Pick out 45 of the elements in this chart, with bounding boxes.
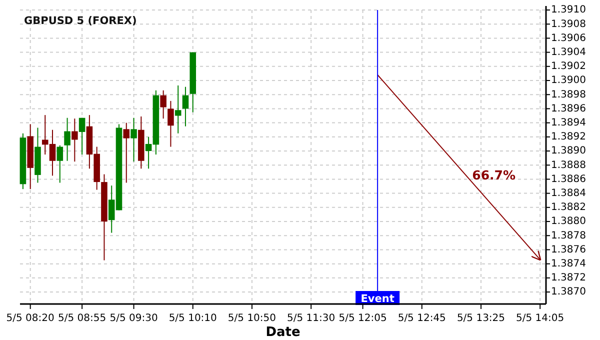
x-tick-label: 5/5 12:45 [398, 313, 446, 324]
text: GBPUSD 5 (FOREX) [24, 15, 137, 27]
candlestick [168, 100, 174, 148]
candlestick [160, 90, 166, 120]
y-tick-label: 1.3908 [551, 18, 586, 30]
y-tick-label: 1.3880 [551, 216, 586, 228]
candlestick [182, 86, 189, 127]
y-tick-label: 1.3876 [551, 244, 586, 256]
annotation: 66.7% [472, 167, 516, 182]
y-tick-label: 1.3870 [551, 286, 586, 298]
y-tick-label: 1.3910 [551, 4, 586, 16]
candlestick [130, 117, 137, 162]
y-tick-label: 1.3878 [551, 230, 586, 242]
x-tick-label: 5/5 09:30 [110, 313, 158, 324]
x-tick-label: 5/5 08:55 [58, 313, 106, 324]
y-tick-label: 1.3888 [551, 160, 586, 171]
y-tick-label: 1.3906 [551, 32, 586, 44]
y-tick-label: 1.3886 [551, 174, 586, 185]
x-axis-title: Date [266, 325, 300, 340]
y-tick-label: 1.3874 [551, 258, 586, 270]
y-tick-label: 1.3894 [551, 118, 586, 129]
y-tick-label: 1.3882 [551, 202, 586, 214]
y-tick-label: 1.3904 [551, 47, 586, 58]
y-tick-label: 1.3884 [551, 188, 586, 200]
x-tick-label: 5/5 12:05 [338, 313, 387, 324]
y-tick-label: 1.3890 [551, 146, 586, 157]
y-tick-label: 1.3900 [551, 75, 586, 86]
candlestick [64, 117, 70, 162]
candlestick [174, 84, 182, 134]
candlestick [78, 117, 86, 156]
y-tick-label: 1.3902 [551, 61, 586, 72]
y-tick-label: 1.3896 [551, 103, 586, 114]
y-tick-label: 1.3898 [551, 89, 586, 100]
x-tick-label: 5/5 10:10 [168, 313, 217, 324]
y-tick-label: 1.3872 [551, 272, 586, 284]
x-tick-label: 5/5 14:05 [516, 313, 564, 324]
candlestick [56, 144, 64, 184]
x-tick-label: 5/5 08:20 [6, 313, 54, 324]
x-tick-label: 5/5 11:30 [287, 313, 336, 324]
x-tick-label: 5/5 10:50 [228, 313, 276, 324]
y-tick-label: 1.3892 [551, 132, 586, 143]
ref-line-label: Event [360, 293, 394, 305]
candlestick [123, 122, 130, 184]
x-tick-label: 5/5 13:25 [456, 313, 506, 324]
candlestick [72, 118, 78, 162]
